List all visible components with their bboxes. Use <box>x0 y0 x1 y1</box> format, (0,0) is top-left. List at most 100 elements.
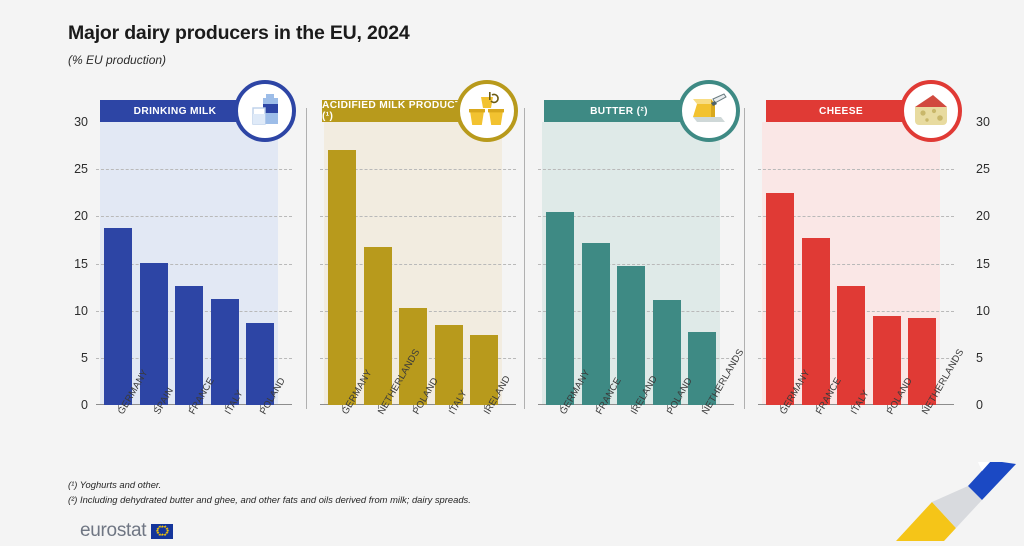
bar[interactable] <box>328 150 356 405</box>
cheese-wedge-icon <box>900 80 962 142</box>
panel-banner-label: DRINKING MILK <box>133 105 217 117</box>
bar-slot <box>363 122 392 409</box>
bar-group <box>328 122 498 409</box>
chart-panel: GERMANY FRANCE IRELAND POLAND NETHERLANDS <box>524 108 746 417</box>
bar-slot <box>139 122 168 409</box>
panel-banner-label: ACIDIFIED MILK PRODUCTS (¹) <box>322 100 469 122</box>
bar[interactable] <box>434 324 463 405</box>
bar[interactable] <box>801 238 830 405</box>
chart-panel: GERMANY NETHERLANDS POLAND ITALY IRELAND <box>306 108 516 417</box>
gridline <box>96 263 292 265</box>
bar-slot <box>104 122 132 409</box>
bar-slot <box>546 122 574 409</box>
bar[interactable] <box>688 332 716 405</box>
bar[interactable] <box>766 192 794 405</box>
footnotes: (¹) Yoghurts and other. (²) Including de… <box>68 478 471 507</box>
y-axis-left: 30 25 20 15 10 5 0 <box>54 115 88 412</box>
bar[interactable] <box>581 242 610 405</box>
gridline <box>320 216 516 218</box>
bar[interactable] <box>363 246 392 405</box>
bar[interactable] <box>246 322 274 405</box>
bar[interactable] <box>175 286 203 405</box>
bar-slot <box>470 122 498 409</box>
gridline <box>96 169 292 171</box>
bar-slot <box>581 122 610 409</box>
bar[interactable] <box>617 266 645 405</box>
bar[interactable] <box>139 262 168 405</box>
eu-star: ★ <box>165 528 170 533</box>
eu-star: ★ <box>164 525 169 531</box>
bar-slot <box>434 122 463 409</box>
bar-group <box>104 122 274 409</box>
y-axis-tick: 15 <box>976 256 990 271</box>
chart-plot-area: GERMANY SPAIN FRANCE ITALY POLAND GERMANY NETH… <box>96 108 968 417</box>
yogurt-cups-icon <box>456 80 518 142</box>
bar-slot <box>652 122 681 409</box>
bar[interactable] <box>546 211 574 405</box>
panel-banner-label: CHEESE <box>819 105 863 117</box>
page-title: Major dairy producers in the EU, 2024 <box>68 22 410 44</box>
panel-separator <box>744 108 745 409</box>
y-axis-tick: 30 <box>74 115 88 129</box>
bar[interactable] <box>210 299 239 405</box>
y-axis-tick: 5 <box>976 350 983 365</box>
bar-slot <box>210 122 239 409</box>
gridline <box>320 263 516 265</box>
bar-slot <box>908 122 936 409</box>
bar-slot <box>617 122 645 409</box>
bar[interactable] <box>470 335 498 405</box>
y-axis-tick: 0 <box>976 398 983 412</box>
chart-panel: GERMANY SPAIN FRANCE ITALY POLAND <box>96 122 292 417</box>
panel-banner-cheese: CHEESE <box>766 100 916 122</box>
footnote-2: (²) Including dehydrated butter and ghee… <box>68 493 471 505</box>
panel-separator <box>306 108 307 409</box>
y-axis-tick: 15 <box>74 256 88 271</box>
y-axis-tick: 25 <box>976 162 990 177</box>
eu-star: ★ <box>157 531 162 537</box>
eu-star: ★ <box>162 524 167 530</box>
bar[interactable] <box>872 316 901 405</box>
bar[interactable] <box>908 318 936 405</box>
gridline <box>758 263 954 265</box>
bar[interactable] <box>837 286 865 405</box>
eu-star: ★ <box>155 528 159 533</box>
page-subtitle: (% EU production) <box>68 53 167 67</box>
bar-slot <box>175 122 203 409</box>
panel-banner-acidified: ACIDIFIED MILK PRODUCTS (¹) <box>322 100 482 122</box>
y-axis-tick: 20 <box>74 209 88 224</box>
eu-star: ★ <box>160 532 165 538</box>
eu-star: ★ <box>157 524 162 530</box>
y-axis-tick: 25 <box>74 162 88 177</box>
y-axis-tick: 20 <box>976 209 990 224</box>
bar-slot <box>801 122 830 409</box>
bar-slot <box>246 122 274 409</box>
bar-slot <box>872 122 901 409</box>
footnote-1: (¹) Yoghurts and other. <box>68 479 162 490</box>
bar-slot <box>766 122 794 409</box>
bar-slot <box>399 122 427 409</box>
y-axis-tick: 30 <box>976 115 990 129</box>
gridline <box>538 263 734 265</box>
y-axis-tick: 0 <box>81 398 88 412</box>
eu-star: ★ <box>164 530 169 536</box>
panel-banner-butter: BUTTER (²) <box>544 100 694 122</box>
y-axis-tick: 5 <box>81 350 88 365</box>
gridline <box>538 216 734 218</box>
gridline <box>758 216 954 218</box>
eu-star: ★ <box>160 523 165 529</box>
bar-slot <box>837 122 865 409</box>
eu-star: ★ <box>155 525 160 531</box>
bar[interactable] <box>652 300 681 405</box>
gridline <box>758 169 954 171</box>
milk-bottle-icon <box>234 80 296 142</box>
gridline <box>538 169 734 171</box>
bar[interactable] <box>104 227 132 405</box>
eu-flag-icon: ★ ★ ★ ★ ★ ★ ★ ★ ★ ★ ★ ★ <box>151 523 174 539</box>
decorative-chevrons <box>886 462 1024 546</box>
eurostat-wordmark: eurostat <box>80 520 147 541</box>
chart-panel: GERMANY FRANCE ITALY POLAND NETHERLANDS <box>744 108 966 417</box>
bar-slot <box>688 122 716 409</box>
bar[interactable] <box>399 307 427 405</box>
gridline <box>320 169 516 171</box>
